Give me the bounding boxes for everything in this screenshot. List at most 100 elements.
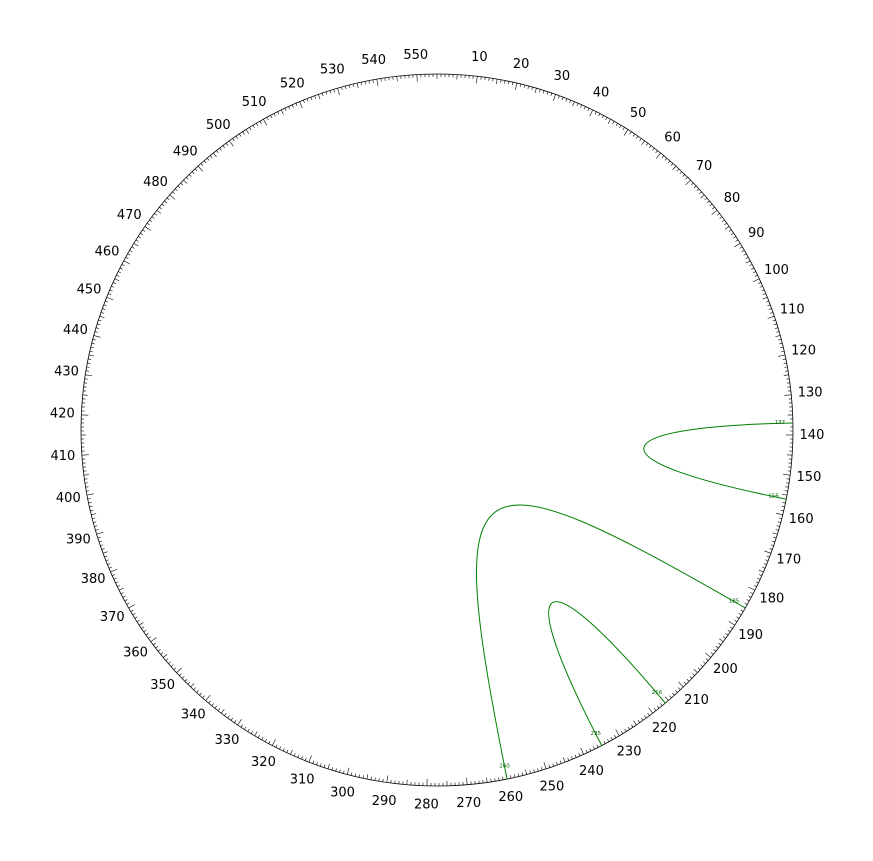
tick-mark (700, 664, 704, 667)
tick-mark (679, 171, 683, 174)
tick-mark (750, 592, 754, 595)
tick-mark (268, 740, 271, 744)
tick-mark (705, 658, 709, 661)
tick-mark (722, 636, 726, 639)
tick-mark (740, 609, 744, 612)
tick-mark (730, 232, 734, 236)
tick-mark (174, 188, 178, 192)
tick-mark (498, 777, 500, 781)
tick-mark (690, 182, 694, 186)
tick-label: 90 (748, 226, 765, 241)
tick-mark (347, 767, 350, 775)
tick-mark (242, 131, 245, 135)
tick-mark (672, 165, 677, 171)
tick-mark (184, 679, 188, 682)
tick-mark (644, 715, 647, 719)
tick-mark (758, 574, 762, 576)
tick-mark (117, 585, 121, 587)
tick-label: 10 (471, 50, 488, 65)
tick-mark (653, 708, 657, 711)
arc-endpoint-label: 185 (729, 599, 740, 605)
tick-mark (648, 707, 653, 714)
tick-mark (271, 739, 276, 746)
tick-mark (301, 756, 303, 760)
tick-mark (372, 79, 374, 83)
tick-mark (205, 695, 211, 701)
tick-mark (92, 339, 96, 341)
tick-mark (181, 676, 185, 679)
tick-mark (629, 131, 632, 135)
tick-mark (704, 197, 708, 201)
tick-mark (697, 667, 701, 670)
tick-mark (101, 548, 105, 550)
tick-mark (92, 517, 96, 520)
tick-mark (89, 506, 93, 508)
tick-mark (748, 595, 752, 598)
tick-mark (252, 125, 255, 129)
tick-mark (121, 264, 125, 267)
tick-mark (733, 236, 737, 239)
tick-mark (93, 521, 97, 523)
tick-mark (542, 90, 545, 94)
tick-mark (707, 200, 710, 204)
tick-label: 240 (579, 764, 604, 779)
tick-mark (770, 544, 774, 547)
tick-mark (291, 104, 294, 108)
tick-label: 30 (554, 69, 571, 84)
tick-label: 280 (414, 797, 439, 812)
tick-label: 200 (713, 662, 738, 677)
tick-mark (105, 559, 109, 562)
tick-mark (749, 264, 753, 267)
arc-endpoint-label: 156 (768, 494, 779, 500)
tick-mark (589, 748, 592, 752)
tick-mark (778, 517, 782, 520)
tick-mark (323, 764, 326, 768)
tick-mark (762, 296, 768, 300)
tick-mark (119, 267, 123, 270)
tick-mark (605, 117, 608, 121)
tick-mark (133, 243, 139, 247)
tick-mark (636, 136, 639, 139)
tick-mark (194, 168, 198, 172)
tick-mark (476, 76, 478, 84)
tick-mark (632, 133, 635, 137)
tick-mark (321, 92, 324, 96)
tick-mark (504, 80, 506, 84)
tick-label: 360 (123, 645, 148, 660)
tick-mark (738, 613, 742, 616)
tick-mark (333, 89, 335, 93)
tick-mark (537, 768, 539, 772)
tick-mark (719, 216, 723, 219)
tick-mark (100, 544, 104, 547)
tick-mark (148, 636, 152, 639)
tick-mark (779, 342, 783, 345)
tick-mark (358, 774, 360, 778)
tick-mark (675, 690, 678, 693)
tick-mark (670, 163, 674, 166)
tick-mark (672, 692, 675, 696)
tick-mark (622, 127, 625, 131)
tick-mark (232, 138, 235, 142)
tick-mark (130, 609, 134, 612)
tick-mark (725, 633, 729, 636)
tick-mark (607, 738, 610, 742)
tick-mark (89, 350, 93, 353)
tick-mark (120, 592, 124, 595)
tick-mark (81, 454, 89, 456)
tick-mark (293, 753, 296, 757)
tick-label: 130 (798, 385, 823, 400)
tick-mark (116, 274, 120, 277)
tick-mark (164, 200, 167, 204)
tick-mark (746, 599, 750, 602)
tick-mark (759, 285, 763, 288)
tick-mark (700, 194, 705, 199)
tick-mark (206, 157, 210, 161)
tick-mark (196, 690, 199, 693)
tick-label: 220 (652, 721, 677, 736)
tick-mark (782, 502, 786, 504)
tick-mark (86, 490, 90, 492)
tick-mark (548, 764, 551, 768)
tick-mark (331, 767, 333, 771)
tick-mark (295, 103, 298, 107)
tick-label: 50 (630, 106, 647, 121)
